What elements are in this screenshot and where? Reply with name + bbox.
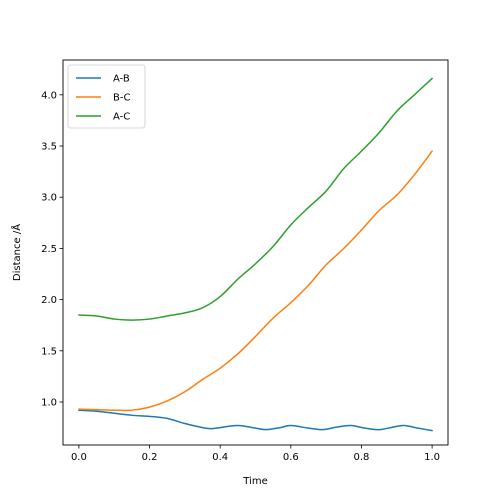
series-line-a-b: [78, 409, 433, 432]
y-tick-label: 2.5: [41, 244, 57, 255]
y-tick-label: 2.0: [41, 295, 57, 306]
legend-label-a-c: A-C: [113, 112, 130, 123]
y-tick-label: 1.0: [41, 397, 57, 408]
y-axis: 1.0 1.5 2.0 2.5 3.0 3.5 4.0: [41, 90, 63, 408]
x-axis: 0.0 0.2 0.4 0.6 0.8 1.0: [71, 445, 440, 463]
series-layer: [78, 77, 433, 432]
legend-label-a-b: A-B: [113, 74, 130, 85]
y-tick-label: 3.0: [41, 193, 57, 204]
y-tick-label: 4.0: [41, 90, 57, 101]
x-tick-label: 1.0: [424, 452, 440, 463]
legend-label-b-c: B-C: [113, 93, 130, 104]
x-axis-label: Time: [242, 476, 267, 487]
y-axis-label: Distance /Å: [10, 224, 23, 281]
x-tick-label: 0.4: [212, 452, 228, 463]
x-tick-label: 0.2: [142, 452, 158, 463]
y-tick-label: 3.5: [41, 142, 57, 153]
x-tick-label: 0.8: [354, 452, 370, 463]
y-tick-label: 1.5: [41, 346, 57, 357]
plot-frame: [62, 59, 449, 446]
x-tick-label: 0.6: [283, 452, 299, 463]
x-tick-label: 0.0: [71, 452, 87, 463]
series-line-a-c: [78, 77, 433, 321]
series-line-b-c: [78, 150, 433, 412]
legend-box: [67, 64, 146, 129]
legend: A-B B-C A-C: [67, 64, 146, 129]
